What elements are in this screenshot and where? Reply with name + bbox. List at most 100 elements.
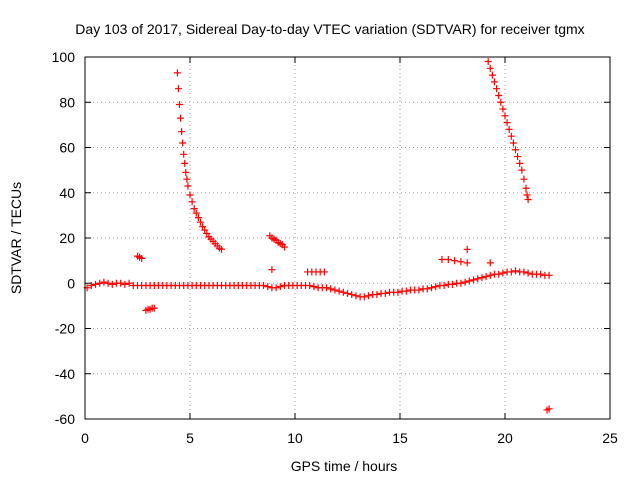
data-point	[178, 128, 186, 136]
data-point	[486, 259, 494, 267]
data-point	[182, 168, 190, 176]
data-point	[339, 288, 347, 296]
data-point	[177, 114, 185, 122]
data-point	[499, 105, 507, 113]
data-point	[183, 175, 191, 183]
x-axis-label: GPS time / hours	[291, 458, 398, 474]
data-point	[512, 146, 519, 154]
series-segment-9h	[266, 232, 288, 251]
data-point	[394, 288, 402, 296]
series-outliers	[268, 245, 553, 414]
data-point	[150, 304, 158, 312]
data-point	[461, 278, 469, 286]
data-point	[176, 101, 183, 109]
data-point	[174, 85, 182, 93]
y-tick-label: 100	[52, 49, 76, 65]
data-point	[323, 284, 330, 292]
data-point	[180, 150, 188, 158]
y-tick-label: 60	[59, 140, 75, 156]
data-point	[188, 198, 196, 206]
data-point	[545, 271, 553, 279]
data-point	[486, 64, 494, 72]
series-segment-17h	[438, 255, 471, 267]
data-point	[125, 279, 133, 287]
data-point	[501, 112, 509, 120]
data-point	[194, 214, 202, 222]
data-point	[463, 259, 471, 267]
data-point	[348, 291, 356, 299]
data-point	[524, 196, 532, 204]
x-tick-label: 0	[81, 430, 89, 446]
data-point	[121, 280, 129, 288]
data-point	[173, 69, 181, 77]
y-tick-label: -60	[55, 411, 75, 427]
data-point	[545, 405, 553, 413]
data-point	[444, 255, 452, 263]
data-point	[451, 257, 459, 265]
data-point	[491, 78, 498, 86]
y-tick-label: -20	[55, 321, 75, 337]
data-point	[507, 132, 515, 140]
y-tick-label: 20	[59, 230, 75, 246]
data-point	[516, 159, 524, 167]
series-descending-arc-2	[484, 58, 532, 204]
data-point	[268, 266, 276, 274]
data-point	[327, 285, 335, 293]
data-point	[499, 269, 507, 277]
y-tick-label: 0	[67, 275, 75, 291]
data-point	[457, 258, 465, 266]
data-point	[138, 254, 146, 262]
data-point	[486, 271, 494, 279]
data-point	[474, 275, 482, 283]
data-point	[449, 280, 456, 288]
data-point	[100, 278, 108, 286]
data-point	[503, 119, 511, 127]
data-point	[509, 139, 517, 147]
data-point	[463, 245, 471, 253]
data-point	[344, 289, 351, 297]
data-point	[507, 268, 515, 276]
data-point	[272, 284, 280, 292]
data-point	[87, 282, 95, 290]
y-tick-label: 80	[59, 94, 75, 110]
data-point	[306, 282, 314, 290]
x-tick-label: 25	[602, 430, 618, 446]
data-point	[432, 283, 440, 291]
data-point	[190, 205, 198, 213]
data-point	[218, 245, 225, 253]
data-point	[520, 175, 528, 183]
data-point	[478, 274, 486, 282]
data-point	[402, 287, 410, 295]
data-points	[83, 58, 553, 414]
y-axis-label: SDTVAR / TECUs	[8, 182, 24, 294]
series-segment-3h	[142, 304, 158, 314]
data-point	[518, 166, 526, 174]
plot-frame	[84, 56, 611, 420]
series-baseline	[83, 267, 553, 301]
data-point	[92, 280, 99, 288]
grid	[85, 57, 610, 419]
data-point	[335, 287, 343, 295]
data-point	[184, 182, 192, 190]
y-tick-label: 40	[59, 185, 75, 201]
data-point	[179, 139, 187, 147]
data-point	[520, 268, 528, 276]
data-point	[524, 269, 532, 277]
data-point	[281, 243, 288, 251]
data-point	[523, 191, 531, 199]
data-point	[438, 255, 446, 263]
data-point	[470, 276, 477, 284]
y-tick-label: -40	[55, 366, 75, 382]
series-segment-2.5h	[134, 252, 146, 262]
data-point	[181, 159, 189, 167]
data-point	[276, 283, 284, 291]
data-point	[310, 283, 318, 291]
data-point	[197, 218, 204, 226]
data-point	[373, 291, 381, 299]
data-point	[482, 272, 490, 280]
x-tick-label: 20	[497, 430, 513, 446]
data-point	[522, 184, 530, 192]
series-descending-arc-1	[173, 69, 225, 253]
data-point	[514, 153, 522, 161]
